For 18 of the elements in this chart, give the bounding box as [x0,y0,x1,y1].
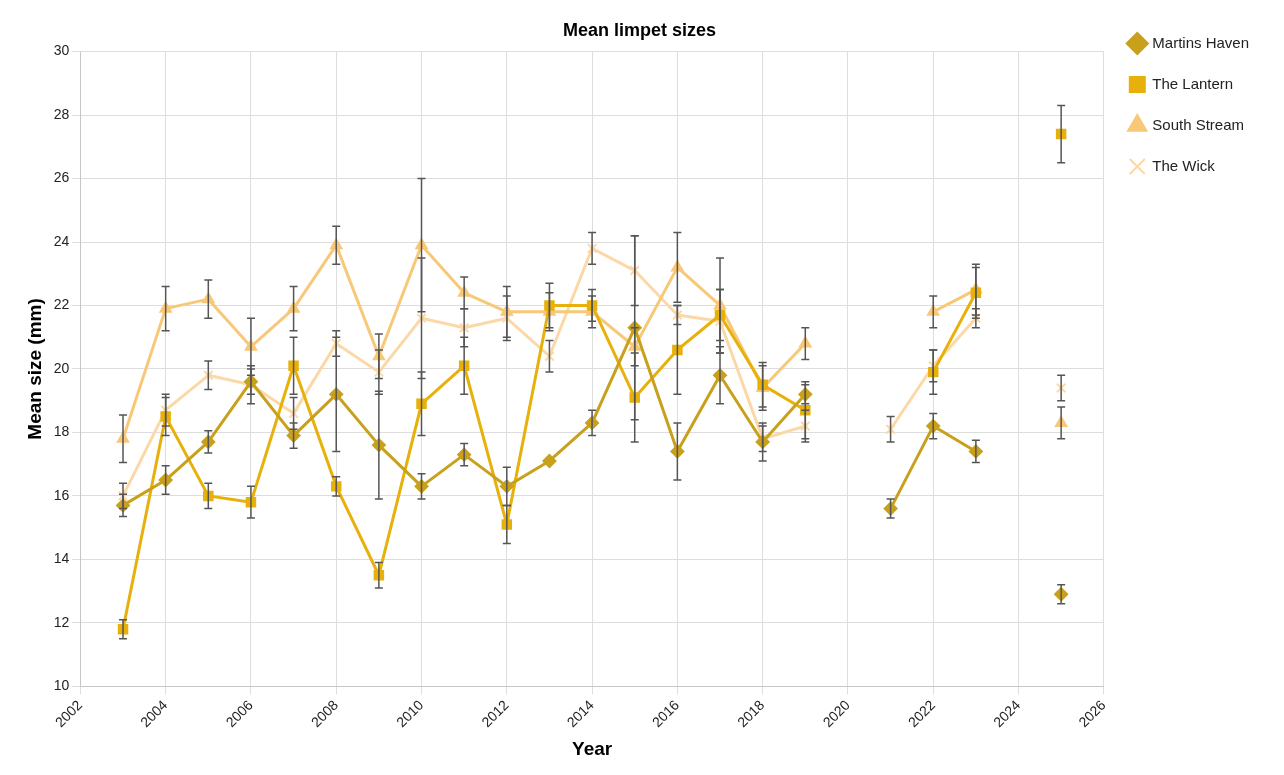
y-tick-label: 26 [53,169,70,186]
y-tick-label: 20 [53,359,70,376]
y-axis-title: Mean size (mm) [23,298,45,440]
y-tick-label: 18 [53,423,70,440]
legend-label: The Wick [1152,156,1216,174]
chart-title: Mean limpet sizes [562,19,717,40]
y-tick-label: 28 [53,105,70,122]
y-tick-label: 12 [53,613,70,630]
y-tick-label: 16 [53,486,70,503]
y-tick-label: 24 [53,232,70,249]
y-tick-label: 14 [53,550,70,567]
y-tick-label: 10 [53,677,70,694]
x-axis-title: Year [572,737,613,759]
legend-label: South Stream [1152,115,1245,133]
legend-label: The Lantern [1152,74,1234,92]
legend-label: Martins Haven [1152,33,1249,51]
y-tick-label: 22 [53,296,70,313]
y-tick-label: 30 [53,42,70,59]
